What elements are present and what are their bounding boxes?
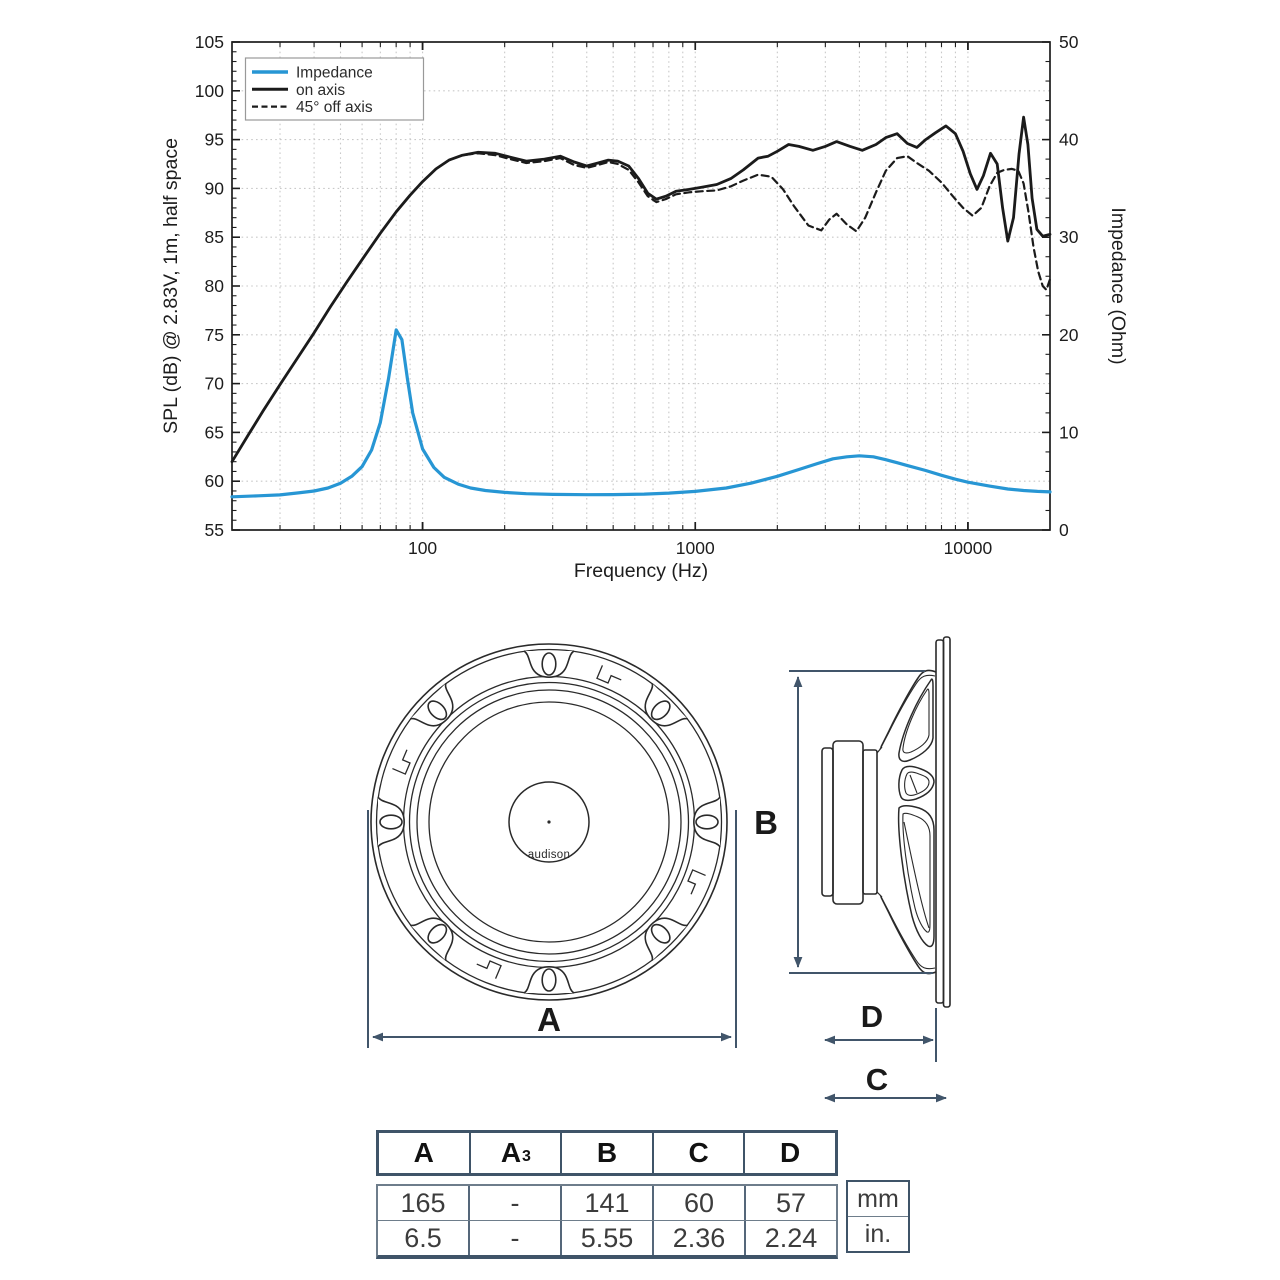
brand-label: audison <box>528 849 570 861</box>
dim-label-b: B <box>754 804 778 841</box>
y-left-tick-label: 60 <box>205 471 225 491</box>
y-left-tick-label: 55 <box>205 520 224 540</box>
header-cell-b: B <box>560 1133 652 1173</box>
legend-label: 45° off axis <box>296 99 373 116</box>
side-basket-bottom-edge <box>880 896 937 975</box>
front-flange-outer-circle <box>370 643 728 1001</box>
table-row-mm: 165 - 141 60 57 <box>378 1186 836 1221</box>
header-cell-c: C <box>651 1133 744 1173</box>
y-left-tick-label: 95 <box>205 130 224 150</box>
dim-label-a: A <box>537 1001 561 1038</box>
header-cell-d: D <box>743 1133 835 1173</box>
frequency-response-chart: 55 60 65 70 75 80 85 90 95 100 105 0 10 20 30 40 50 100 10… <box>160 32 1129 582</box>
y-left-tick-label: 100 <box>195 81 224 101</box>
y-right-tick-label: 0 <box>1059 520 1069 540</box>
table-row-in: 6.5 - 5.55 2.36 2.24 <box>378 1221 836 1255</box>
front-mounting-ears <box>377 650 721 994</box>
value-d-mm: 57 <box>744 1186 836 1220</box>
side-basket-top-edge-inner <box>879 674 936 750</box>
y-right-tick-label: 20 <box>1059 325 1079 345</box>
legend-label: Impedance <box>296 65 373 82</box>
value-a-mm: 165 <box>400 1187 446 1218</box>
legend-label: on axis <box>296 82 345 99</box>
y-left-tick-label: 75 <box>205 325 224 345</box>
side-flange-front-plate <box>935 639 945 1004</box>
front-casting-notches <box>392 665 706 979</box>
curve-45-off-axis <box>230 152 1052 463</box>
y-right-tick-label: 40 <box>1059 130 1079 150</box>
y-left-tick-label: 105 <box>195 32 224 52</box>
y-right-axis-label: Impedance (Ohm) <box>1107 207 1129 364</box>
value-b-in: 5.55 <box>560 1221 652 1255</box>
front-center-dot <box>547 820 551 824</box>
front-surround-ring-3 <box>416 689 682 955</box>
y-right-tick-label: 10 <box>1059 422 1079 442</box>
front-flange-inner-circle <box>375 648 723 996</box>
dimension-labels: A B D C <box>537 804 888 1097</box>
value-a-in: 6.5 <box>404 1222 442 1253</box>
y-left-axis-label: SPL (dB) @ 2.83V, 1m, half space <box>160 138 182 434</box>
y-left-tick-label: 85 <box>205 227 224 247</box>
dim-label-d: D <box>861 999 883 1034</box>
y-left-tick-label: 70 <box>205 374 225 394</box>
front-dustcap-circle <box>508 781 590 863</box>
front-surround-ring-2 <box>408 681 690 963</box>
units-box: mm in. <box>846 1180 910 1253</box>
y-right-tick-label: 50 <box>1059 32 1079 52</box>
value-b-mm: 141 <box>560 1186 652 1220</box>
y-left-tick-label: 80 <box>205 276 225 296</box>
value-d-in: 2.24 <box>744 1221 836 1255</box>
x-tick-label: 100 <box>408 538 437 558</box>
speaker-technical-drawing: audison <box>367 636 951 1103</box>
value-c-mm: 60 <box>652 1186 744 1220</box>
dimension-annotations <box>367 670 947 1103</box>
dim-label-c: C <box>866 1062 888 1097</box>
unit-mm: mm <box>848 1182 908 1217</box>
unit-in: in. <box>864 1219 892 1248</box>
value-c-in: 2.36 <box>652 1221 744 1255</box>
speaker-front-view: audison <box>370 643 728 1001</box>
x-axis-label: Frequency (Hz) <box>574 560 708 582</box>
y-right-tick-label: 30 <box>1059 227 1079 247</box>
header-cell-a: A <box>413 1137 434 1168</box>
side-magnet-stack <box>821 740 883 905</box>
y-left-tick-label: 90 <box>205 178 225 198</box>
front-cone-edge-circle <box>428 701 670 943</box>
dimensions-table-body: 165 - 141 60 57 6.5 - 5.55 2.36 2.24 <box>376 1184 838 1259</box>
value-a3-mm: - <box>468 1186 560 1220</box>
y-left-tick-label: 65 <box>205 422 224 442</box>
side-basket-top-edge <box>880 669 937 748</box>
x-tick-label: 1000 <box>676 538 715 558</box>
value-a3-in: - <box>468 1221 560 1255</box>
plot-frame <box>231 41 1051 531</box>
side-basket-windows <box>897 678 935 948</box>
speaker-side-view <box>821 636 951 1008</box>
x-tick-label: 10000 <box>944 538 993 558</box>
side-basket-bottom-edge-inner <box>879 894 936 970</box>
curve-impedance <box>230 328 1052 499</box>
side-flange-rear-strip <box>942 636 951 1008</box>
